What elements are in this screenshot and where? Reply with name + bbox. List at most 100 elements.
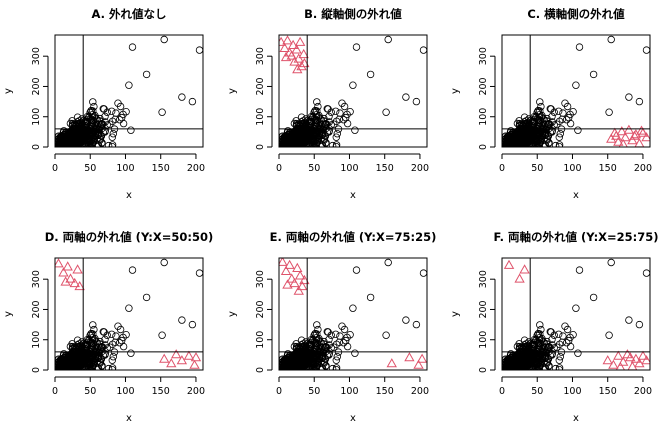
inlier-point bbox=[332, 330, 340, 338]
y-tick-label: 200 bbox=[31, 300, 42, 318]
inlier-point bbox=[195, 46, 203, 54]
inlier-point bbox=[107, 330, 116, 338]
inlier-point bbox=[112, 109, 120, 117]
outlier-point bbox=[636, 125, 647, 135]
outlier-point bbox=[279, 42, 290, 52]
outlier-point bbox=[189, 359, 200, 369]
x-tick-label: 200 bbox=[634, 163, 652, 174]
y-tick-label: 0 bbox=[255, 367, 266, 373]
scatter-panel-1: A. 外れ値なし 0 50 100 150 200 x 0 100 200 300 y bbox=[3, 7, 205, 201]
x-tick-label: 150 bbox=[599, 386, 617, 397]
inlier-point bbox=[311, 106, 319, 115]
inlier-point bbox=[112, 332, 120, 340]
y-tick-label: 100 bbox=[478, 331, 489, 349]
inlier-point bbox=[106, 343, 114, 351]
inlier-point bbox=[68, 122, 77, 130]
inlier-point bbox=[289, 139, 298, 147]
outlier-point bbox=[641, 132, 650, 142]
inlier-point bbox=[555, 133, 563, 141]
outlier-point bbox=[293, 53, 304, 63]
x-axis: 0 50 100 150 200 x bbox=[276, 153, 429, 201]
panel-title: F. 両軸の外れ値 (Y:X=25:75) bbox=[493, 230, 658, 244]
outlier-point bbox=[618, 356, 629, 366]
outlier-point bbox=[637, 350, 649, 360]
x-tick-label: 100 bbox=[340, 163, 358, 174]
inlier-point bbox=[419, 269, 427, 277]
inlier-point bbox=[419, 46, 427, 54]
outlier-point bbox=[299, 274, 310, 285]
inlier-point bbox=[91, 111, 99, 120]
inlier-point bbox=[548, 335, 556, 344]
inlier-point bbox=[530, 336, 538, 344]
x-axis: 0 50 100 150 200 x bbox=[52, 153, 205, 201]
inlier-point bbox=[574, 349, 582, 357]
x-axis-label: x bbox=[573, 190, 579, 201]
inlier-point bbox=[333, 129, 341, 138]
inlier-point bbox=[323, 105, 331, 113]
y-tick-label: 100 bbox=[478, 108, 489, 126]
inlier-point bbox=[340, 115, 348, 124]
x-axis: 0 50 100 150 200 x bbox=[52, 376, 205, 424]
inlier-point bbox=[59, 357, 67, 365]
inlier-point bbox=[65, 139, 74, 147]
outlier-point bbox=[623, 124, 635, 134]
inlier-point bbox=[517, 363, 526, 370]
inlier-point bbox=[528, 133, 536, 141]
y-tick-label: 0 bbox=[478, 144, 489, 150]
scatter-panel-2: B. 縦軸側の外れ値 0 50 100 150 200 x 0 100 200 300 y bbox=[227, 7, 429, 201]
outlier-point bbox=[65, 273, 76, 283]
outlier-point bbox=[291, 44, 302, 54]
inlier-point bbox=[111, 338, 119, 346]
inlier-point bbox=[68, 345, 77, 353]
inlier-point bbox=[351, 126, 359, 134]
inlier-point bbox=[366, 70, 375, 79]
outlier-point bbox=[280, 265, 292, 275]
x-axis-label: x bbox=[350, 190, 356, 201]
inlier-point bbox=[99, 328, 107, 336]
inlier-point bbox=[313, 321, 321, 329]
inlier-point bbox=[575, 43, 584, 51]
outlier-point bbox=[616, 126, 627, 136]
inlier-point bbox=[534, 106, 542, 115]
inlier-point bbox=[561, 322, 569, 330]
inlier-point bbox=[142, 70, 151, 79]
inlier-point bbox=[548, 112, 556, 121]
inlier-point bbox=[530, 112, 538, 121]
outlier-point bbox=[297, 280, 308, 291]
outlier-point bbox=[386, 358, 397, 368]
inlier-point bbox=[73, 130, 81, 139]
inlier-point bbox=[315, 111, 323, 120]
outlier-point bbox=[286, 50, 297, 60]
outlier-point bbox=[287, 39, 299, 49]
y-tick-label: 200 bbox=[255, 300, 266, 318]
inlier-point bbox=[534, 340, 543, 348]
inlier-point bbox=[311, 329, 319, 338]
inlier-point bbox=[109, 353, 117, 361]
inlier-point bbox=[635, 320, 644, 329]
inlier-point bbox=[111, 115, 119, 123]
inlier-point bbox=[65, 362, 74, 370]
inlier-point bbox=[534, 352, 543, 361]
inlier-point bbox=[642, 269, 650, 277]
outlier-point bbox=[615, 361, 625, 370]
outlier-point bbox=[55, 258, 64, 268]
plot-frame bbox=[54, 34, 204, 148]
y-tick-label: 0 bbox=[478, 367, 489, 373]
inlier-point bbox=[519, 349, 528, 357]
outlier-point bbox=[292, 63, 303, 74]
inlier-point bbox=[546, 328, 554, 336]
y-tick-label: 300 bbox=[478, 270, 489, 288]
y-tick-label: 100 bbox=[255, 108, 266, 126]
outlier-point bbox=[289, 56, 300, 66]
plot-frame bbox=[501, 257, 651, 371]
inlier-point bbox=[551, 364, 560, 370]
inlier-point bbox=[349, 81, 357, 89]
inlier-point bbox=[520, 130, 528, 139]
inlier-point bbox=[107, 107, 116, 115]
outlier-point bbox=[69, 277, 80, 288]
inlier-point bbox=[70, 361, 79, 369]
inlier-point bbox=[95, 123, 104, 131]
inlier-point bbox=[536, 321, 544, 329]
inlier-point bbox=[589, 70, 598, 79]
inlier-point bbox=[128, 266, 137, 274]
